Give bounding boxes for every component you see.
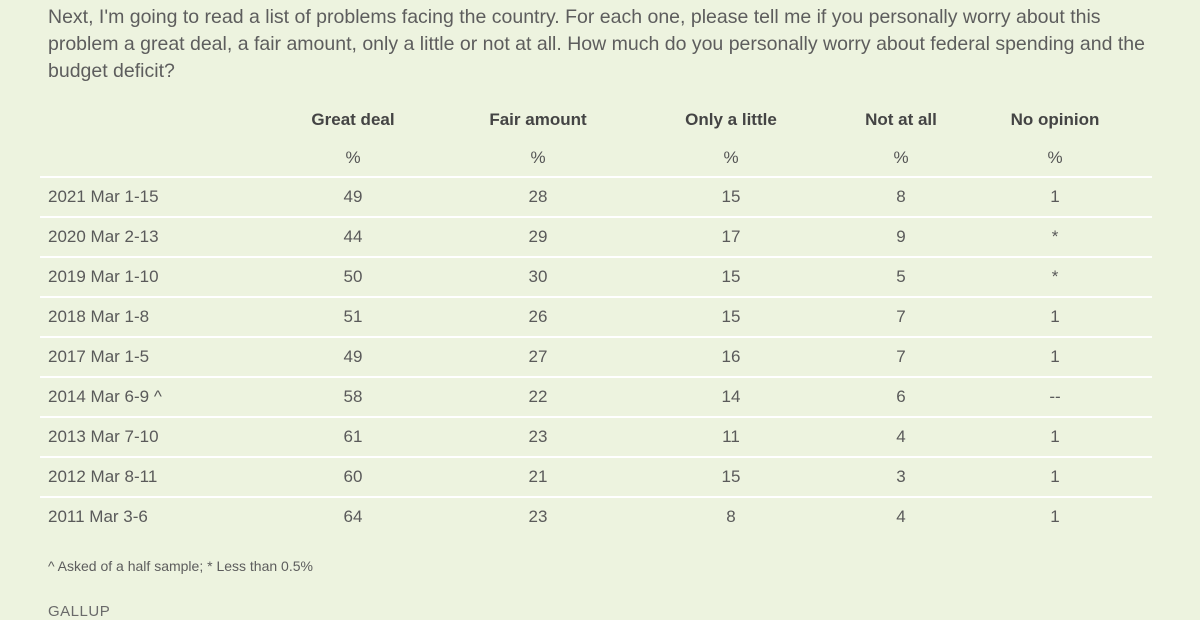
cell-fair-amount: 23 xyxy=(458,416,618,457)
unit-label: % xyxy=(893,148,909,167)
column-header: Not at all xyxy=(865,110,937,129)
row-label: 2017 Mar 1-5 xyxy=(40,336,248,377)
cell-not-at-all: 4 xyxy=(844,496,958,536)
question-text: Next, I'm going to read a list of proble… xyxy=(48,6,1145,82)
cell-no-opinion: 1 xyxy=(958,456,1152,497)
table-row: 2021 Mar 1-15 49 28 15 8 1 xyxy=(40,176,1152,217)
table-row: 2014 Mar 6-9 ^ 58 22 14 6 -- xyxy=(40,376,1152,417)
column-header: Great deal xyxy=(311,110,395,129)
column-header: No opinion xyxy=(1010,110,1100,129)
cell-not-at-all: 3 xyxy=(844,456,958,497)
cell-fair-amount: 27 xyxy=(458,336,618,377)
cell-not-at-all: 7 xyxy=(844,336,958,377)
cell-great-deal: 51 xyxy=(248,296,458,337)
cell-not-at-all: 7 xyxy=(844,296,958,337)
cell-fair-amount: 21 xyxy=(458,456,618,497)
cell-fair-amount: 22 xyxy=(458,376,618,417)
table-row: 2011 Mar 3-6 64 23 8 4 1 xyxy=(40,496,1152,536)
cell-no-opinion: -- xyxy=(958,376,1152,417)
unit-label: % xyxy=(345,148,361,167)
results-table: Great deal Fair amount Only a little Not… xyxy=(40,100,1152,536)
cell-not-at-all: 9 xyxy=(844,216,958,257)
cell-great-deal: 64 xyxy=(248,496,458,536)
cell-only-a-little: 11 xyxy=(618,416,844,457)
footnote: ^ Asked of a half sample; * Less than 0.… xyxy=(48,558,313,574)
unit-label: % xyxy=(530,148,546,167)
cell-great-deal: 50 xyxy=(248,256,458,297)
row-label: 2019 Mar 1-10 xyxy=(40,256,248,297)
row-label: 2018 Mar 1-8 xyxy=(40,296,248,337)
cell-no-opinion: * xyxy=(958,216,1152,257)
cell-great-deal: 49 xyxy=(248,176,458,217)
row-label: 2013 Mar 7-10 xyxy=(40,416,248,457)
table-row: 2017 Mar 1-5 49 27 16 7 1 xyxy=(40,336,1152,377)
unit-label: % xyxy=(1047,148,1063,167)
cell-only-a-little: 15 xyxy=(618,176,844,217)
cell-only-a-little: 8 xyxy=(618,496,844,536)
cell-no-opinion: * xyxy=(958,256,1152,297)
cell-no-opinion: 1 xyxy=(958,296,1152,337)
cell-fair-amount: 26 xyxy=(458,296,618,337)
gallup-logo-text: GALLUP xyxy=(48,603,111,620)
table-row: 2019 Mar 1-10 50 30 15 5 * xyxy=(40,256,1152,297)
table-row: 2012 Mar 8-11 60 21 15 3 1 xyxy=(40,456,1152,497)
cell-fair-amount: 28 xyxy=(458,176,618,217)
cell-not-at-all: 6 xyxy=(844,376,958,417)
row-label: 2020 Mar 2-13 xyxy=(40,216,248,257)
cell-fair-amount: 23 xyxy=(458,496,618,536)
unit-label: % xyxy=(723,148,739,167)
cell-only-a-little: 17 xyxy=(618,216,844,257)
cell-no-opinion: 1 xyxy=(958,496,1152,536)
table-row: 2020 Mar 2-13 44 29 17 9 * xyxy=(40,216,1152,257)
cell-only-a-little: 15 xyxy=(618,456,844,497)
row-label: 2012 Mar 8-11 xyxy=(40,456,248,497)
column-header-empty xyxy=(40,100,248,140)
row-label: 2014 Mar 6-9 ^ xyxy=(40,376,248,417)
cell-not-at-all: 8 xyxy=(844,176,958,217)
row-label: 2011 Mar 3-6 xyxy=(40,496,248,536)
cell-only-a-little: 15 xyxy=(618,256,844,297)
table-row: 2018 Mar 1-8 51 26 15 7 1 xyxy=(40,296,1152,337)
column-header-row: Great deal Fair amount Only a little Not… xyxy=(40,100,1152,140)
cell-fair-amount: 30 xyxy=(458,256,618,297)
unit-row: % % % % % xyxy=(40,140,1152,177)
column-header: Only a little xyxy=(685,110,777,129)
cell-great-deal: 49 xyxy=(248,336,458,377)
cell-great-deal: 61 xyxy=(248,416,458,457)
cell-no-opinion: 1 xyxy=(958,336,1152,377)
cell-only-a-little: 14 xyxy=(618,376,844,417)
cell-not-at-all: 4 xyxy=(844,416,958,457)
cell-no-opinion: 1 xyxy=(958,176,1152,217)
cell-great-deal: 60 xyxy=(248,456,458,497)
cell-only-a-little: 16 xyxy=(618,336,844,377)
cell-great-deal: 44 xyxy=(248,216,458,257)
column-header: Fair amount xyxy=(489,110,587,129)
cell-only-a-little: 15 xyxy=(618,296,844,337)
unit-empty xyxy=(40,140,248,177)
cell-great-deal: 58 xyxy=(248,376,458,417)
cell-not-at-all: 5 xyxy=(844,256,958,297)
cell-no-opinion: 1 xyxy=(958,416,1152,457)
cell-fair-amount: 29 xyxy=(458,216,618,257)
table-row: 2013 Mar 7-10 61 23 11 4 1 xyxy=(40,416,1152,457)
row-label: 2021 Mar 1-15 xyxy=(40,176,248,217)
